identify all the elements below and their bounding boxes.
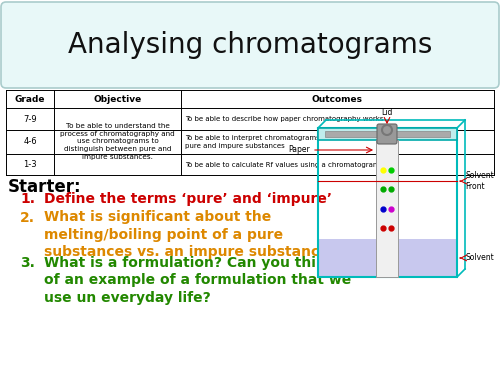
Bar — [376, 140, 398, 277]
Text: 1.: 1. — [20, 192, 35, 206]
Text: Starter:: Starter: — [8, 178, 82, 196]
Text: Objective: Objective — [94, 94, 142, 104]
Text: To be able to describe how paper chromatography works: To be able to describe how paper chromat… — [185, 116, 384, 122]
Text: Paper: Paper — [288, 146, 310, 154]
Bar — [318, 239, 457, 277]
Text: What is a formulation? Can you think
of an example of a formulation that we
use : What is a formulation? Can you think of … — [44, 256, 351, 304]
Text: Solvent: Solvent — [465, 254, 494, 262]
Text: Solvent
Front: Solvent Front — [465, 171, 494, 191]
FancyBboxPatch shape — [1, 2, 499, 88]
Text: Analysing chromatograms: Analysing chromatograms — [68, 31, 432, 59]
FancyBboxPatch shape — [377, 124, 397, 144]
Text: 7-9: 7-9 — [23, 114, 37, 123]
Bar — [318, 128, 457, 140]
Text: Outcomes: Outcomes — [312, 94, 363, 104]
Bar — [6, 90, 494, 175]
Text: To be able to understand the
process of chromatography and
use chromatograms to
: To be able to understand the process of … — [60, 123, 175, 159]
Text: To be able to calculate Rf values using a chromatogram.: To be able to calculate Rf values using … — [185, 162, 382, 168]
Text: What is significant about the
melting/boiling point of a pure
substances vs. an : What is significant about the melting/bo… — [44, 210, 337, 259]
Text: Grade: Grade — [15, 94, 45, 104]
Text: 4-6: 4-6 — [23, 138, 37, 147]
Text: 1-3: 1-3 — [23, 160, 37, 169]
Bar — [318, 128, 457, 277]
Text: To be able to interpret chromatograms and be able to distinguish
pure and impure: To be able to interpret chromatograms an… — [185, 135, 413, 148]
Text: Lid: Lid — [382, 108, 392, 117]
Text: 2.: 2. — [20, 210, 35, 225]
Bar — [325, 131, 450, 137]
Text: Define the terms ‘pure’ and ‘impure’: Define the terms ‘pure’ and ‘impure’ — [44, 192, 332, 206]
Text: 3.: 3. — [20, 256, 35, 270]
